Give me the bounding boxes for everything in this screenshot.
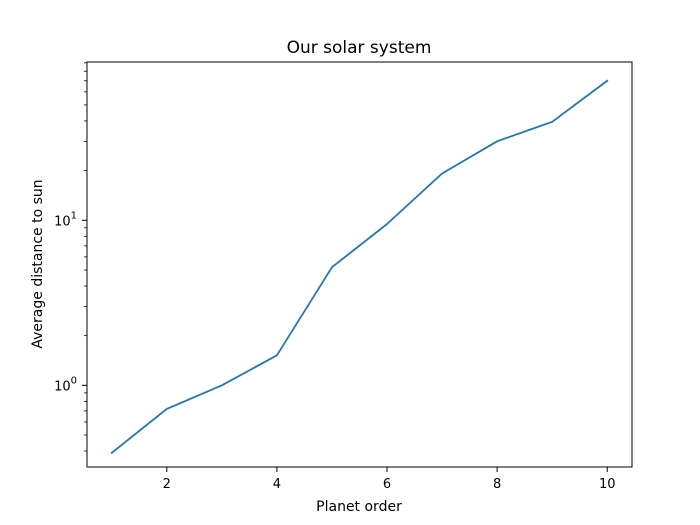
y-tick-label: 101 <box>54 210 77 229</box>
x-tick-label: 8 <box>493 477 501 492</box>
series-line <box>110 79 609 455</box>
y-axis-label: Average distance to sun <box>30 179 46 348</box>
x-axis-label: Planet order <box>316 499 402 515</box>
x-tick-label: 2 <box>163 477 171 492</box>
plot-area: 2 4 6 8 10 100 101 <box>54 61 633 492</box>
chart-title: Our solar system <box>287 38 432 58</box>
plot-frame <box>86 61 633 468</box>
x-tick-label: 6 <box>383 477 391 492</box>
y-tick-label: 100 <box>54 375 77 394</box>
x-tick-label: 10 <box>599 477 616 492</box>
x-tick-label: 4 <box>273 477 281 492</box>
